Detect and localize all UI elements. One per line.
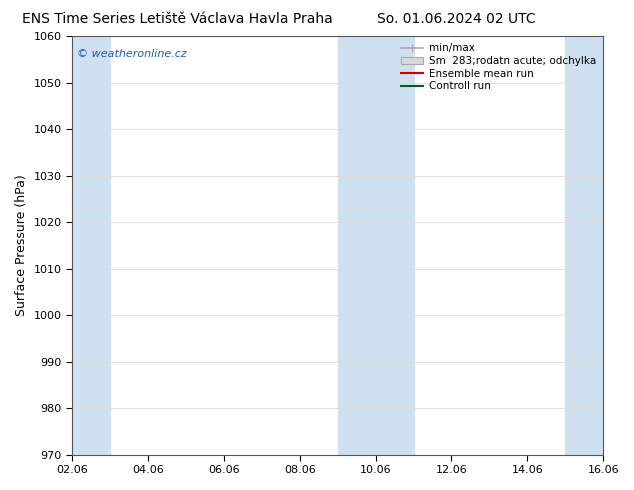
- Bar: [566, 36, 622, 455]
- Y-axis label: Surface Pressure (hPa): Surface Pressure (hPa): [15, 174, 28, 316]
- Text: So. 01.06.2024 02 UTC: So. 01.06.2024 02 UTC: [377, 12, 536, 26]
- Text: © weatheronline.cz: © weatheronline.cz: [77, 49, 187, 59]
- Legend: min/max, Sm  283;rodatn acute; odchylka, Ensemble mean run, Controll run: min/max, Sm 283;rodatn acute; odchylka, …: [398, 41, 598, 93]
- Text: ENS Time Series Letiště Václava Havla Praha: ENS Time Series Letiště Václava Havla Pr…: [22, 12, 333, 26]
- Bar: [53, 36, 110, 455]
- Bar: [338, 36, 413, 455]
